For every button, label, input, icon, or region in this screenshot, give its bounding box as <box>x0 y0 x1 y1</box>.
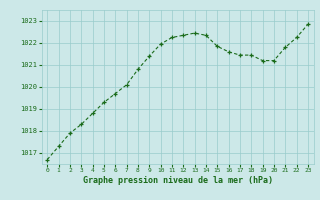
X-axis label: Graphe pression niveau de la mer (hPa): Graphe pression niveau de la mer (hPa) <box>83 176 273 185</box>
